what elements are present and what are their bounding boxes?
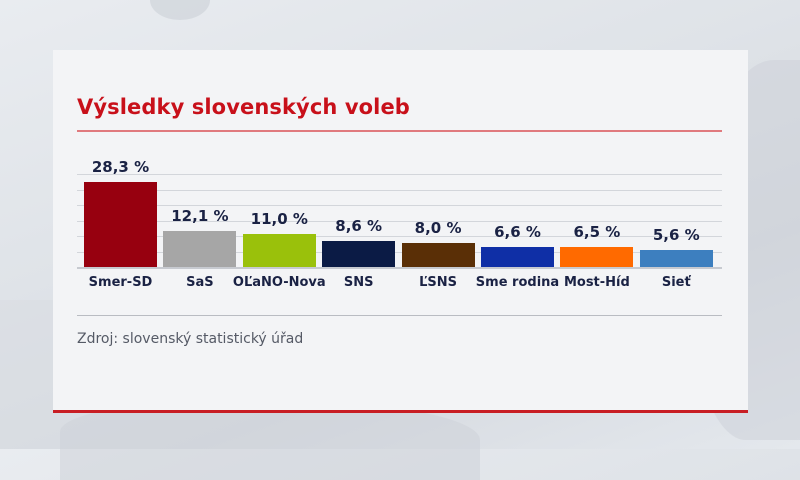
source-note: Zdroj: slovenský statistický úřad: [77, 331, 304, 347]
gridline: [77, 205, 722, 206]
category-label: Smer-SD: [88, 275, 153, 290]
gridline: [77, 236, 722, 237]
plot-area: 28,3 % Smer-SD 12,1 % SaS 11,0 % OĽaNO-Nova 8,…: [77, 158, 722, 290]
gridline: [77, 251, 722, 253]
footer-divider: [77, 315, 722, 316]
bar-value-label: 8,0 %: [414, 219, 462, 237]
category-label: Sme rodina: [475, 275, 560, 290]
category-label: ĽSNS: [419, 275, 458, 290]
bar-sie-: [639, 250, 713, 267]
bar-smer-sd: [84, 182, 157, 267]
background-map-shape: [0, 300, 60, 449]
bar-value-label: 11,0 %: [250, 210, 308, 228]
category-label: Most-Híd: [563, 275, 630, 290]
bar-value-label: 28,3 %: [91, 158, 150, 176]
bar--sns: [401, 243, 475, 267]
category-label: SNS: [343, 275, 374, 290]
category-label: OĽaNO-Nova: [232, 275, 326, 290]
gridline: [77, 220, 722, 222]
chart-title: Výsledky slovenských voleb: [77, 95, 410, 119]
x-axis-baseline: [77, 267, 722, 269]
bar-sns: [322, 241, 396, 267]
background-map-shape: [150, 0, 210, 20]
bar-sas: [163, 231, 237, 267]
category-label: SaS: [186, 275, 214, 290]
bar-value-label: 6,6 %: [494, 223, 541, 241]
bar-o-ano-nova: [242, 234, 316, 267]
bar-most-h-d: [560, 247, 634, 267]
title-divider: [77, 130, 722, 132]
bar-value-label: 6,5 %: [573, 223, 621, 241]
category-label: Sieť: [661, 275, 691, 290]
bar-value-label: 8,6 %: [335, 217, 383, 235]
bar-value-label: 5,6 %: [652, 226, 700, 244]
gridline: [77, 189, 722, 191]
bar-value-label: 12,1 %: [171, 207, 229, 225]
bar-sme-rodina: [481, 247, 554, 267]
gridline: [77, 174, 722, 175]
chart-panel: Výsledky slovenských voleb 28,3 % Smer-SD…: [53, 50, 748, 413]
